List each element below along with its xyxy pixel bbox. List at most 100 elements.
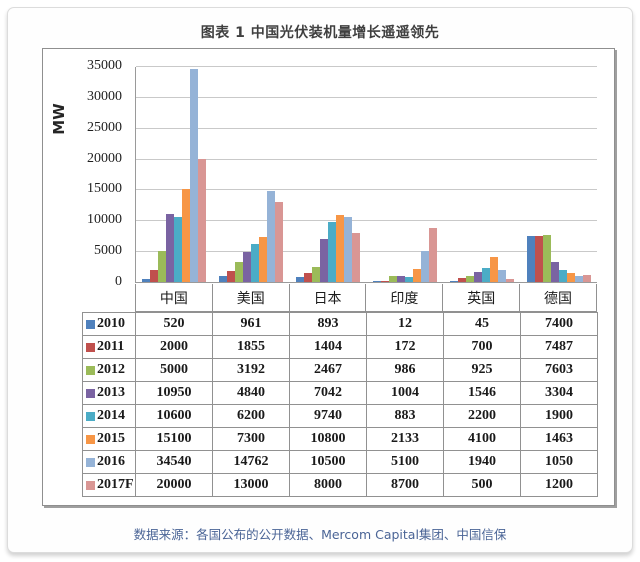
- bar-2015: [412, 268, 421, 282]
- bar-group-日本: [290, 67, 367, 282]
- bar-2014: [404, 276, 413, 282]
- plot-area: [135, 66, 597, 283]
- table-value-cell: 10500: [290, 451, 367, 474]
- bar-2010: [526, 236, 535, 282]
- bar-2011: [227, 270, 236, 282]
- gridline: [136, 220, 597, 222]
- bar-2012: [158, 251, 167, 282]
- table-value-cell: 500: [444, 474, 521, 497]
- series-year-label: 2015: [97, 431, 125, 446]
- table-value-cell: 5000: [136, 359, 213, 382]
- series-year-cell: 2014: [83, 405, 136, 428]
- table-row: 2016 34540 14762 10500 5100 1940 1050: [83, 451, 598, 474]
- category-label: 日本: [290, 284, 367, 311]
- y-tick-label: 30000: [87, 88, 122, 104]
- category-label: 中国: [136, 284, 213, 311]
- bar-group-印度: [366, 67, 443, 282]
- bar-2010: [372, 281, 381, 282]
- series-year-label: 2010: [97, 316, 125, 331]
- gridline: [136, 66, 597, 67]
- table-row: 2012 5000 3192 2467 986 925 7603: [83, 359, 598, 382]
- y-tick-label: 10000: [87, 212, 122, 228]
- table-value-cell: 883: [367, 405, 444, 428]
- bar-2015: [336, 215, 345, 282]
- table-value-cell: 2200: [444, 405, 521, 428]
- y-axis-ticks: 0 5000 10000 15000 20000 25000 30000 35000: [43, 58, 128, 289]
- bar-2017F: [275, 201, 284, 282]
- bar-2016: [574, 275, 583, 282]
- bar-2015: [182, 188, 191, 282]
- source-note: 数据来源：各国公布的公开数据、Mercom Capital集团、中国信保: [133, 527, 507, 542]
- table-value-cell: 10800: [290, 428, 367, 451]
- table-value-cell: 893: [290, 313, 367, 336]
- table-row: 2010 520 961 893 12 45 7400: [83, 313, 598, 336]
- table-value-cell: 3192: [213, 359, 290, 382]
- bar-2011: [534, 235, 543, 282]
- bar-2016: [344, 217, 353, 282]
- table-value-cell: 15100: [136, 428, 213, 451]
- legend-swatch: [86, 365, 95, 375]
- table-value-cell: 1004: [367, 382, 444, 405]
- bar-2016: [497, 270, 506, 282]
- bar-2014: [481, 268, 490, 282]
- legend-swatch: [86, 411, 95, 421]
- bar-2012: [542, 235, 551, 282]
- table-row: 2011 2000 1855 1404 172 700 7487: [83, 336, 598, 359]
- bar-2015: [259, 236, 268, 282]
- bar-2010: [449, 281, 458, 282]
- bar-2011: [150, 269, 159, 282]
- data-table: 2010 520 961 893 12 45 7400 2011 2000 1855 1404 172…: [82, 312, 598, 497]
- gridline: [136, 251, 597, 253]
- bar-2010: [142, 278, 151, 282]
- table-row: 2017F 20000 13000 8000 8700 500 1200: [83, 474, 598, 497]
- bar-2011: [380, 280, 389, 282]
- y-tick-label: 25000: [87, 119, 122, 135]
- bar-2014: [558, 270, 567, 282]
- bar-group-美国: [213, 67, 290, 282]
- table-value-cell: 1855: [213, 336, 290, 359]
- table-value-cell: 2467: [290, 359, 367, 382]
- table-value-cell: 10600: [136, 405, 213, 428]
- series-year-label: 2017F: [97, 477, 134, 492]
- category-label: 德国: [520, 284, 597, 311]
- table-value-cell: 1900: [521, 405, 598, 428]
- gridline: [136, 189, 597, 191]
- bar-2016: [190, 68, 199, 282]
- bar-2013: [320, 238, 329, 282]
- table-value-cell: 8000: [290, 474, 367, 497]
- table-value-cell: 925: [444, 359, 521, 382]
- table-row: 2014 10600 6200 9740 883 2200 1900: [83, 405, 598, 428]
- legend-swatch: [86, 319, 95, 329]
- category-label: 美国: [213, 284, 290, 311]
- table-value-cell: 7603: [521, 359, 598, 382]
- table-row: 2013 10950 4840 7042 1004 1546 3304: [83, 382, 598, 405]
- series-year-label: 2013: [97, 385, 125, 400]
- table-value-cell: 1463: [521, 428, 598, 451]
- legend-swatch: [86, 388, 95, 398]
- table-value-cell: 2133: [367, 428, 444, 451]
- series-year-cell: 2011: [83, 336, 136, 359]
- series-year-cell: 2013: [83, 382, 136, 405]
- bar-2013: [550, 261, 559, 282]
- table-value-cell: 961: [213, 313, 290, 336]
- bar-2013: [473, 272, 482, 282]
- table-value-cell: 13000: [213, 474, 290, 497]
- table-value-cell: 45: [444, 313, 521, 336]
- series-year-cell: 2010: [83, 313, 136, 336]
- table-value-cell: 3304: [521, 382, 598, 405]
- bar-2012: [235, 262, 244, 282]
- legend-swatch: [86, 457, 95, 467]
- table-value-cell: 520: [136, 313, 213, 336]
- bar-2017F: [582, 274, 591, 282]
- table-value-cell: 172: [367, 336, 444, 359]
- table-value-cell: 1200: [521, 474, 598, 497]
- y-tick-label: 20000: [87, 150, 122, 166]
- table-value-cell: 5100: [367, 451, 444, 474]
- table-value-cell: 4840: [213, 382, 290, 405]
- table-value-cell: 1404: [290, 336, 367, 359]
- table-value-cell: 34540: [136, 451, 213, 474]
- table-value-cell: 986: [367, 359, 444, 382]
- category-label: 英国: [443, 284, 521, 311]
- y-tick-label: 35000: [87, 58, 122, 73]
